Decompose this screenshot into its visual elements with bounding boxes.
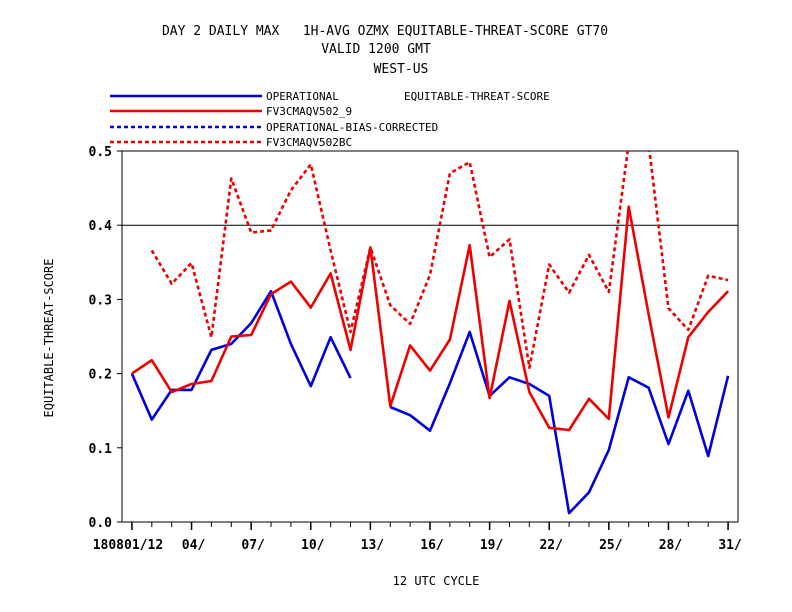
x-tick-label: 13/ (361, 538, 385, 553)
y-tick-label: 0.5 (89, 145, 112, 160)
y-tick-label: 0.1 (89, 442, 113, 457)
legend: OPERATIONAL EQUITABLE-THREAT-SCORE FV3CM… (110, 90, 550, 149)
title-line-1: DAY 2 DAILY MAX 1H-AVG OZMX EQUITABLE-TH… (162, 24, 608, 39)
x-tick-label: 16/ (420, 538, 444, 553)
x-tick-label: 04/ (182, 538, 206, 553)
x-tick-label: 10/ (301, 538, 325, 553)
y-tick-label: 0.3 (89, 293, 112, 308)
x-tick-label: 25/ (599, 538, 623, 553)
legend-label-operational: OPERATIONAL (266, 90, 339, 103)
plot-area: 0.0 0.1 0.2 0.3 0.4 0.5 180801/12 04/07/10/13/1… (89, 145, 742, 553)
series-line-fv3cmaqv502-9 (131, 205, 730, 432)
legend-label-fv3cmaqv502bc: FV3CMAQV502BC (266, 136, 352, 149)
series-line-operational (130, 289, 352, 421)
plot-frame (121, 150, 739, 523)
legend-label-operational-bias-corrected: OPERATIONAL-BIAS-CORRECTED (266, 121, 438, 134)
x-axis-label: 12 UTC CYCLE (393, 574, 480, 588)
series-line-fv3cmaqv502bc (150, 151, 729, 369)
legend-metric-label: EQUITABLE-THREAT-SCORE (404, 90, 550, 103)
y-tick-label: 0.2 (89, 368, 112, 383)
y-tick-label: 0.0 (89, 516, 113, 531)
y-tick-label: 0.4 (89, 219, 113, 234)
title-line-3: WEST-US (374, 62, 429, 77)
y-axis-label: EQUITABLE-THREAT-SCORE (42, 259, 56, 418)
chart-title: DAY 2 DAILY MAX 1H-AVG OZMX EQUITABLE-TH… (162, 24, 608, 77)
x-tick-label: 19/ (480, 538, 504, 553)
x-tick-label: 07/ (241, 538, 265, 553)
legend-label-fv3cmaqv502-9: FV3CMAQV502_9 (266, 105, 352, 118)
series-line-operational (389, 330, 730, 515)
x-tick-label: 28/ (659, 538, 683, 553)
title-line-2: VALID 1200 GMT (321, 42, 431, 57)
x-tick-label: 31/ (718, 538, 742, 553)
x-tick-label: 180801/12 (93, 538, 163, 553)
x-tick-label: 22/ (539, 538, 563, 553)
